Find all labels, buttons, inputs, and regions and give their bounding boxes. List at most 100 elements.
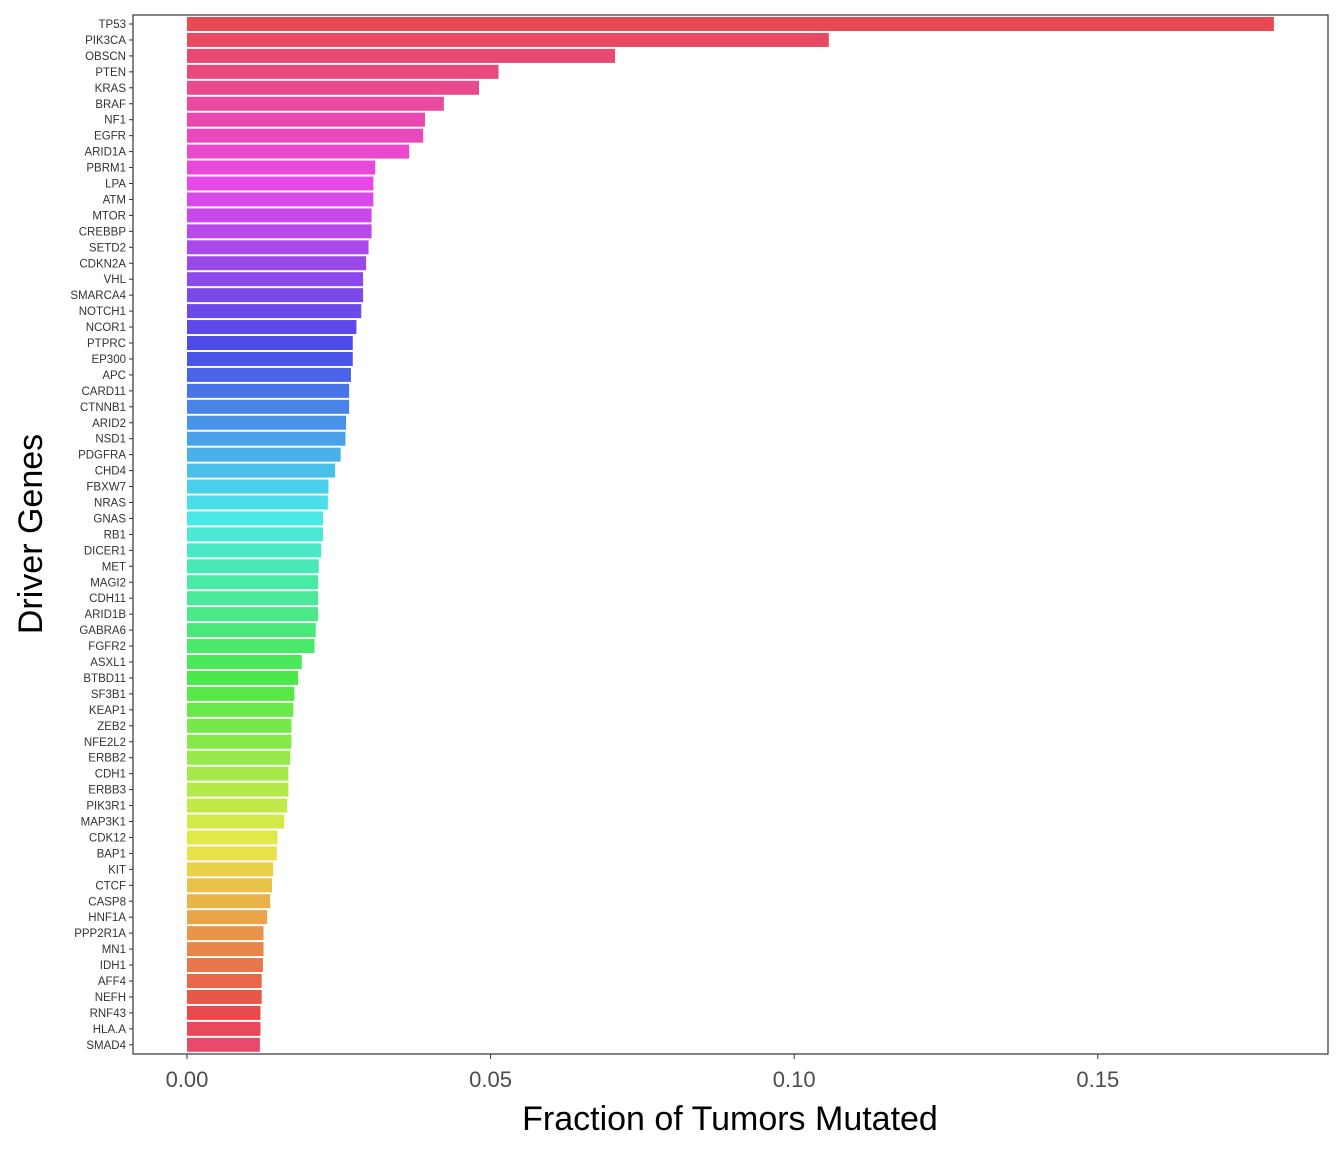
plot-panel-border	[132, 14, 1329, 1055]
bar-egfr	[187, 128, 424, 143]
bar-rb1	[187, 527, 324, 542]
y-tick-label: SMARCA4	[70, 290, 126, 302]
y-axis-ticks: TP53 PIK3CA OBSCN PTEN KRAS BRAF NF1 EGFR ARID1A…	[70, 19, 133, 1052]
y-tick-label: SETD2	[89, 242, 126, 254]
x-tick-label: 0.00	[166, 1067, 209, 1092]
bar-pik3ca	[187, 32, 829, 47]
y-tick-label: OBSCN	[85, 51, 126, 63]
bar-rnf43	[187, 1005, 261, 1020]
bar-zeb2	[187, 718, 292, 733]
bar-dicer1	[187, 543, 322, 558]
bar-asxl1	[187, 655, 302, 669]
bar-kit	[187, 862, 274, 877]
bar-fgfr2	[187, 639, 315, 654]
y-tick-label: ERBB2	[88, 753, 126, 765]
y-tick-label: ZEB2	[97, 721, 126, 733]
y-tick-label: LPA	[105, 179, 126, 191]
bar-kras	[187, 80, 480, 95]
y-tick-label: KEAP1	[89, 705, 126, 717]
y-tick-label: HLA.A	[93, 1024, 127, 1036]
bar-notch1	[187, 304, 362, 319]
bar-setd2	[187, 240, 369, 255]
y-tick-label: NCOR1	[86, 322, 126, 334]
y-tick-label: MET	[102, 561, 126, 573]
bar-smad4	[187, 1037, 260, 1052]
bar-apc	[187, 367, 351, 382]
y-tick-label: GNAS	[93, 513, 126, 525]
bar-smarca4	[187, 288, 364, 303]
bar-nras	[187, 495, 328, 510]
bar-keap1	[187, 702, 294, 717]
y-tick-label: RNF43	[90, 1008, 126, 1020]
y-tick-label: CHD4	[95, 466, 127, 478]
y-tick-label: FGFR2	[88, 641, 126, 653]
y-tick-label: PIK3CA	[85, 35, 126, 47]
y-tick-label: BTBD11	[83, 673, 126, 685]
y-tick-label: MN1	[102, 944, 126, 956]
y-tick-label: ERBB3	[88, 785, 126, 797]
y-tick-label: CARD11	[81, 386, 126, 398]
y-tick-label: DICER1	[84, 545, 126, 557]
bar-mn1	[187, 942, 264, 957]
bar-cdh1	[187, 766, 289, 781]
bar-atm	[187, 192, 374, 207]
y-tick-label: MTOR	[92, 210, 126, 222]
bar-cdh11	[187, 591, 319, 606]
y-tick-label: ASXL1	[90, 657, 126, 669]
y-tick-label: AFF4	[98, 976, 127, 988]
y-tick-label: PDGFRA	[78, 450, 126, 462]
y-tick-label: EGFR	[94, 131, 126, 143]
bar-pdgfra	[187, 447, 341, 462]
bar-casp8	[187, 894, 271, 909]
y-tick-label: PTPRC	[87, 338, 126, 350]
y-tick-label: KRAS	[95, 83, 127, 95]
bar-met	[187, 559, 319, 574]
y-tick-label: MAGI2	[90, 577, 126, 589]
y-tick-label: PBRM1	[86, 163, 126, 175]
bar-sf3b1	[187, 686, 295, 701]
y-tick-label: SMAD4	[86, 1040, 126, 1052]
bar-pten	[187, 64, 499, 79]
y-tick-label: NF1	[104, 115, 126, 127]
y-tick-label: FBXW7	[86, 482, 126, 494]
bar-gabra6	[187, 623, 316, 638]
y-tick-label: KIT	[108, 864, 126, 876]
y-tick-label: SF3B1	[91, 689, 126, 701]
bar-nfe2l2	[187, 734, 292, 749]
bar-fbxw7	[187, 479, 329, 494]
bar-hnf1a	[187, 910, 268, 925]
bar-card11	[187, 383, 350, 398]
bar-ncor1	[187, 320, 357, 335]
y-tick-label: PIK3R1	[86, 801, 126, 813]
y-tick-label: NRAS	[94, 498, 126, 510]
bar-nsd1	[187, 431, 346, 446]
bar-aff4	[187, 974, 262, 988]
bar-arid1b	[187, 607, 319, 622]
y-tick-label: CDH11	[89, 593, 126, 605]
bar-hla-a	[187, 1021, 261, 1036]
bar-obscn	[187, 48, 616, 63]
y-tick-label: CASP8	[88, 896, 126, 908]
bar-braf	[187, 96, 444, 111]
y-tick-label: PTEN	[95, 67, 126, 79]
y-tick-label: NEFH	[95, 992, 126, 1004]
bar-cdkn2a	[187, 256, 367, 271]
bar-vhl	[187, 272, 364, 287]
bar-pik3r1	[187, 798, 288, 813]
x-tick-label: 0.05	[469, 1067, 512, 1092]
y-tick-label: CDKN2A	[79, 258, 126, 270]
y-tick-label: MAP3K1	[81, 817, 126, 829]
y-tick-label: ARID1A	[84, 147, 126, 159]
bar-mtor	[187, 208, 372, 223]
y-tick-label: CREBBP	[79, 226, 127, 238]
bar-map3k1	[187, 814, 285, 829]
bar-ctcf	[187, 878, 273, 893]
y-tick-label: ARID2	[92, 418, 126, 430]
x-tick-label: 0.15	[1076, 1067, 1119, 1092]
x-tick-label: 0.10	[773, 1067, 816, 1092]
y-tick-label: BRAF	[95, 99, 126, 111]
bar-lpa	[187, 176, 374, 191]
y-tick-label: CDK12	[89, 832, 126, 844]
y-tick-label: BAP1	[97, 848, 126, 860]
